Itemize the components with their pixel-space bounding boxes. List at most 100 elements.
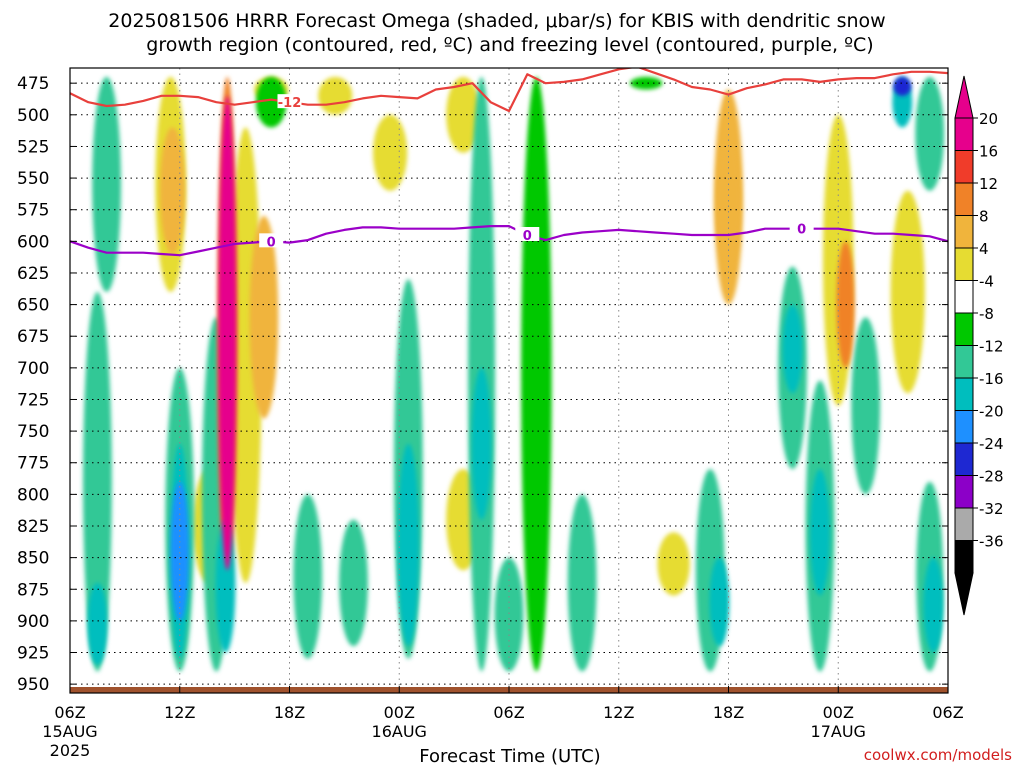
omega-shaded-region (159, 127, 186, 254)
y-tick-label: 825 (17, 517, 49, 537)
y-tick-label: 775 (17, 454, 49, 474)
y-tick-label: 525 (17, 137, 49, 157)
colorbar-swatch (954, 117, 974, 151)
colorbar-swatch (954, 475, 974, 509)
y-tick-label: 950 (17, 675, 49, 695)
omega-shaded-region (709, 557, 730, 647)
colorbar-label: -32 (979, 500, 1004, 518)
dgz-contour-label: -12 (278, 96, 302, 111)
omega-shaded-region (249, 216, 279, 419)
colorbar-label: -12 (979, 338, 1004, 356)
colorbar-label: -28 (979, 468, 1004, 486)
colorbar-label: 12 (979, 175, 998, 193)
omega-shaded-region (397, 443, 420, 647)
omega-shaded-region (218, 95, 237, 571)
omega-shaded-region (293, 494, 323, 659)
colorbar-swatch (954, 377, 974, 411)
colorbar-swatch (954, 247, 974, 281)
y-tick-label: 550 (17, 169, 49, 189)
colorbar-label: -16 (979, 370, 1004, 388)
contour-labels: -12 0 0 0 (259, 94, 814, 250)
y-tick-label: 875 (17, 580, 49, 600)
omega-shaded-region (87, 582, 108, 666)
colorbar-label: -20 (979, 403, 1004, 421)
y-tick-label: 500 (17, 106, 49, 126)
colorbar-label: -8 (979, 305, 994, 323)
colorbar-swatch (954, 215, 974, 249)
x-axis-label: Forecast Time (UTC) (419, 746, 600, 767)
x-tick-label: 18Z (274, 703, 305, 722)
omega-shaded-region (923, 557, 944, 653)
freezing-level-contour-label-bg (515, 227, 540, 242)
omega-shaded-region (629, 76, 663, 90)
omega-shaded-region (471, 367, 492, 520)
x-tick-label: 06Z (54, 703, 85, 722)
omega-shaded-region (92, 76, 121, 292)
colorbar-swatch (954, 442, 974, 476)
omega-shaded-region (229, 127, 262, 583)
freezing-level-contour-label: 0 (523, 229, 532, 244)
colorbar-swatch (954, 182, 974, 216)
freezing-level-contour-label-bg (789, 220, 814, 235)
omega-shaded-region (915, 76, 945, 191)
y-tick-label: 675 (17, 327, 49, 347)
x-tick-label: 18Z (713, 703, 744, 722)
y-tick-label: 600 (17, 232, 49, 252)
omega-shaded-region (782, 304, 803, 394)
y-tick-label: 800 (17, 485, 49, 505)
colorbar-label: -24 (979, 435, 1004, 453)
colorbar-bottom-arrow (954, 572, 974, 616)
omega-shaded-region (851, 317, 881, 495)
x-tick-label: 06Z (493, 703, 524, 722)
freezing-level-contour-label-bg (259, 233, 284, 248)
y-tick-label: 625 (17, 264, 49, 284)
omega-shaded-region (446, 76, 481, 153)
omega-shaded-region (373, 114, 408, 191)
colorbar: 20 16 12 8 4 -4 -8 -12 -16 -20 -24 -28 -32 -36 (954, 75, 1004, 616)
y-tick-label: 475 (17, 74, 49, 94)
y-tick-label: 575 (17, 201, 49, 221)
x-tick-date-label: 15AUG (42, 722, 97, 741)
credit-text: coolwx.com/models (864, 746, 1012, 764)
omega-shaded-region (893, 76, 912, 96)
x-tick-date-label: 16AUG (372, 722, 427, 741)
colorbar-swatch (954, 507, 974, 541)
colorbar-swatch (954, 540, 974, 574)
dgz-contour-label-bg (277, 94, 302, 109)
omega-shaded-region (494, 557, 524, 672)
y-tick-label: 650 (17, 296, 49, 316)
omega-shaded-region (339, 519, 368, 647)
omega-shading (83, 76, 945, 672)
y-tick-label: 750 (17, 422, 49, 442)
x-tick-date-label: 17AUG (811, 722, 866, 741)
freezing-level-contour-label: 0 (267, 235, 276, 250)
colorbar-label: -36 (979, 533, 1004, 551)
colorbar-label: 4 (979, 240, 989, 258)
chart-title-line1: 2025081506 HRRR Forecast Omega (shaded, … (108, 10, 885, 32)
x-tick-label: 00Z (823, 703, 854, 722)
omega-shaded-region (657, 532, 690, 596)
omega-shaded-region (715, 140, 742, 267)
colorbar-top-arrow (954, 75, 974, 119)
chart-title-line2: growth region (contoured, red, ºC) and f… (146, 34, 873, 56)
colorbar-swatch (954, 312, 974, 346)
colorbar-swatch (954, 150, 974, 184)
colorbar-swatch (954, 345, 974, 379)
omega-shaded-region (890, 190, 925, 394)
omega-shaded-region (521, 76, 552, 672)
colorbar-label: -4 (979, 273, 994, 291)
x-tick-year-label: 2025 (50, 741, 91, 760)
y-tick-label: 900 (17, 612, 49, 632)
pressure-axis: 475 500 525 550 575 600 625 650 675 700 725 750 775 8… (17, 74, 948, 695)
colorbar-label: 8 (979, 208, 989, 226)
colorbar-swatch (954, 410, 974, 444)
omega-shaded-region (170, 481, 189, 621)
omega-shaded-region (318, 76, 353, 115)
gridlines (69, 68, 949, 693)
colorbar-swatch (954, 280, 974, 314)
colorbar-label: 20 (979, 110, 998, 128)
x-tick-label: 12Z (603, 703, 634, 722)
